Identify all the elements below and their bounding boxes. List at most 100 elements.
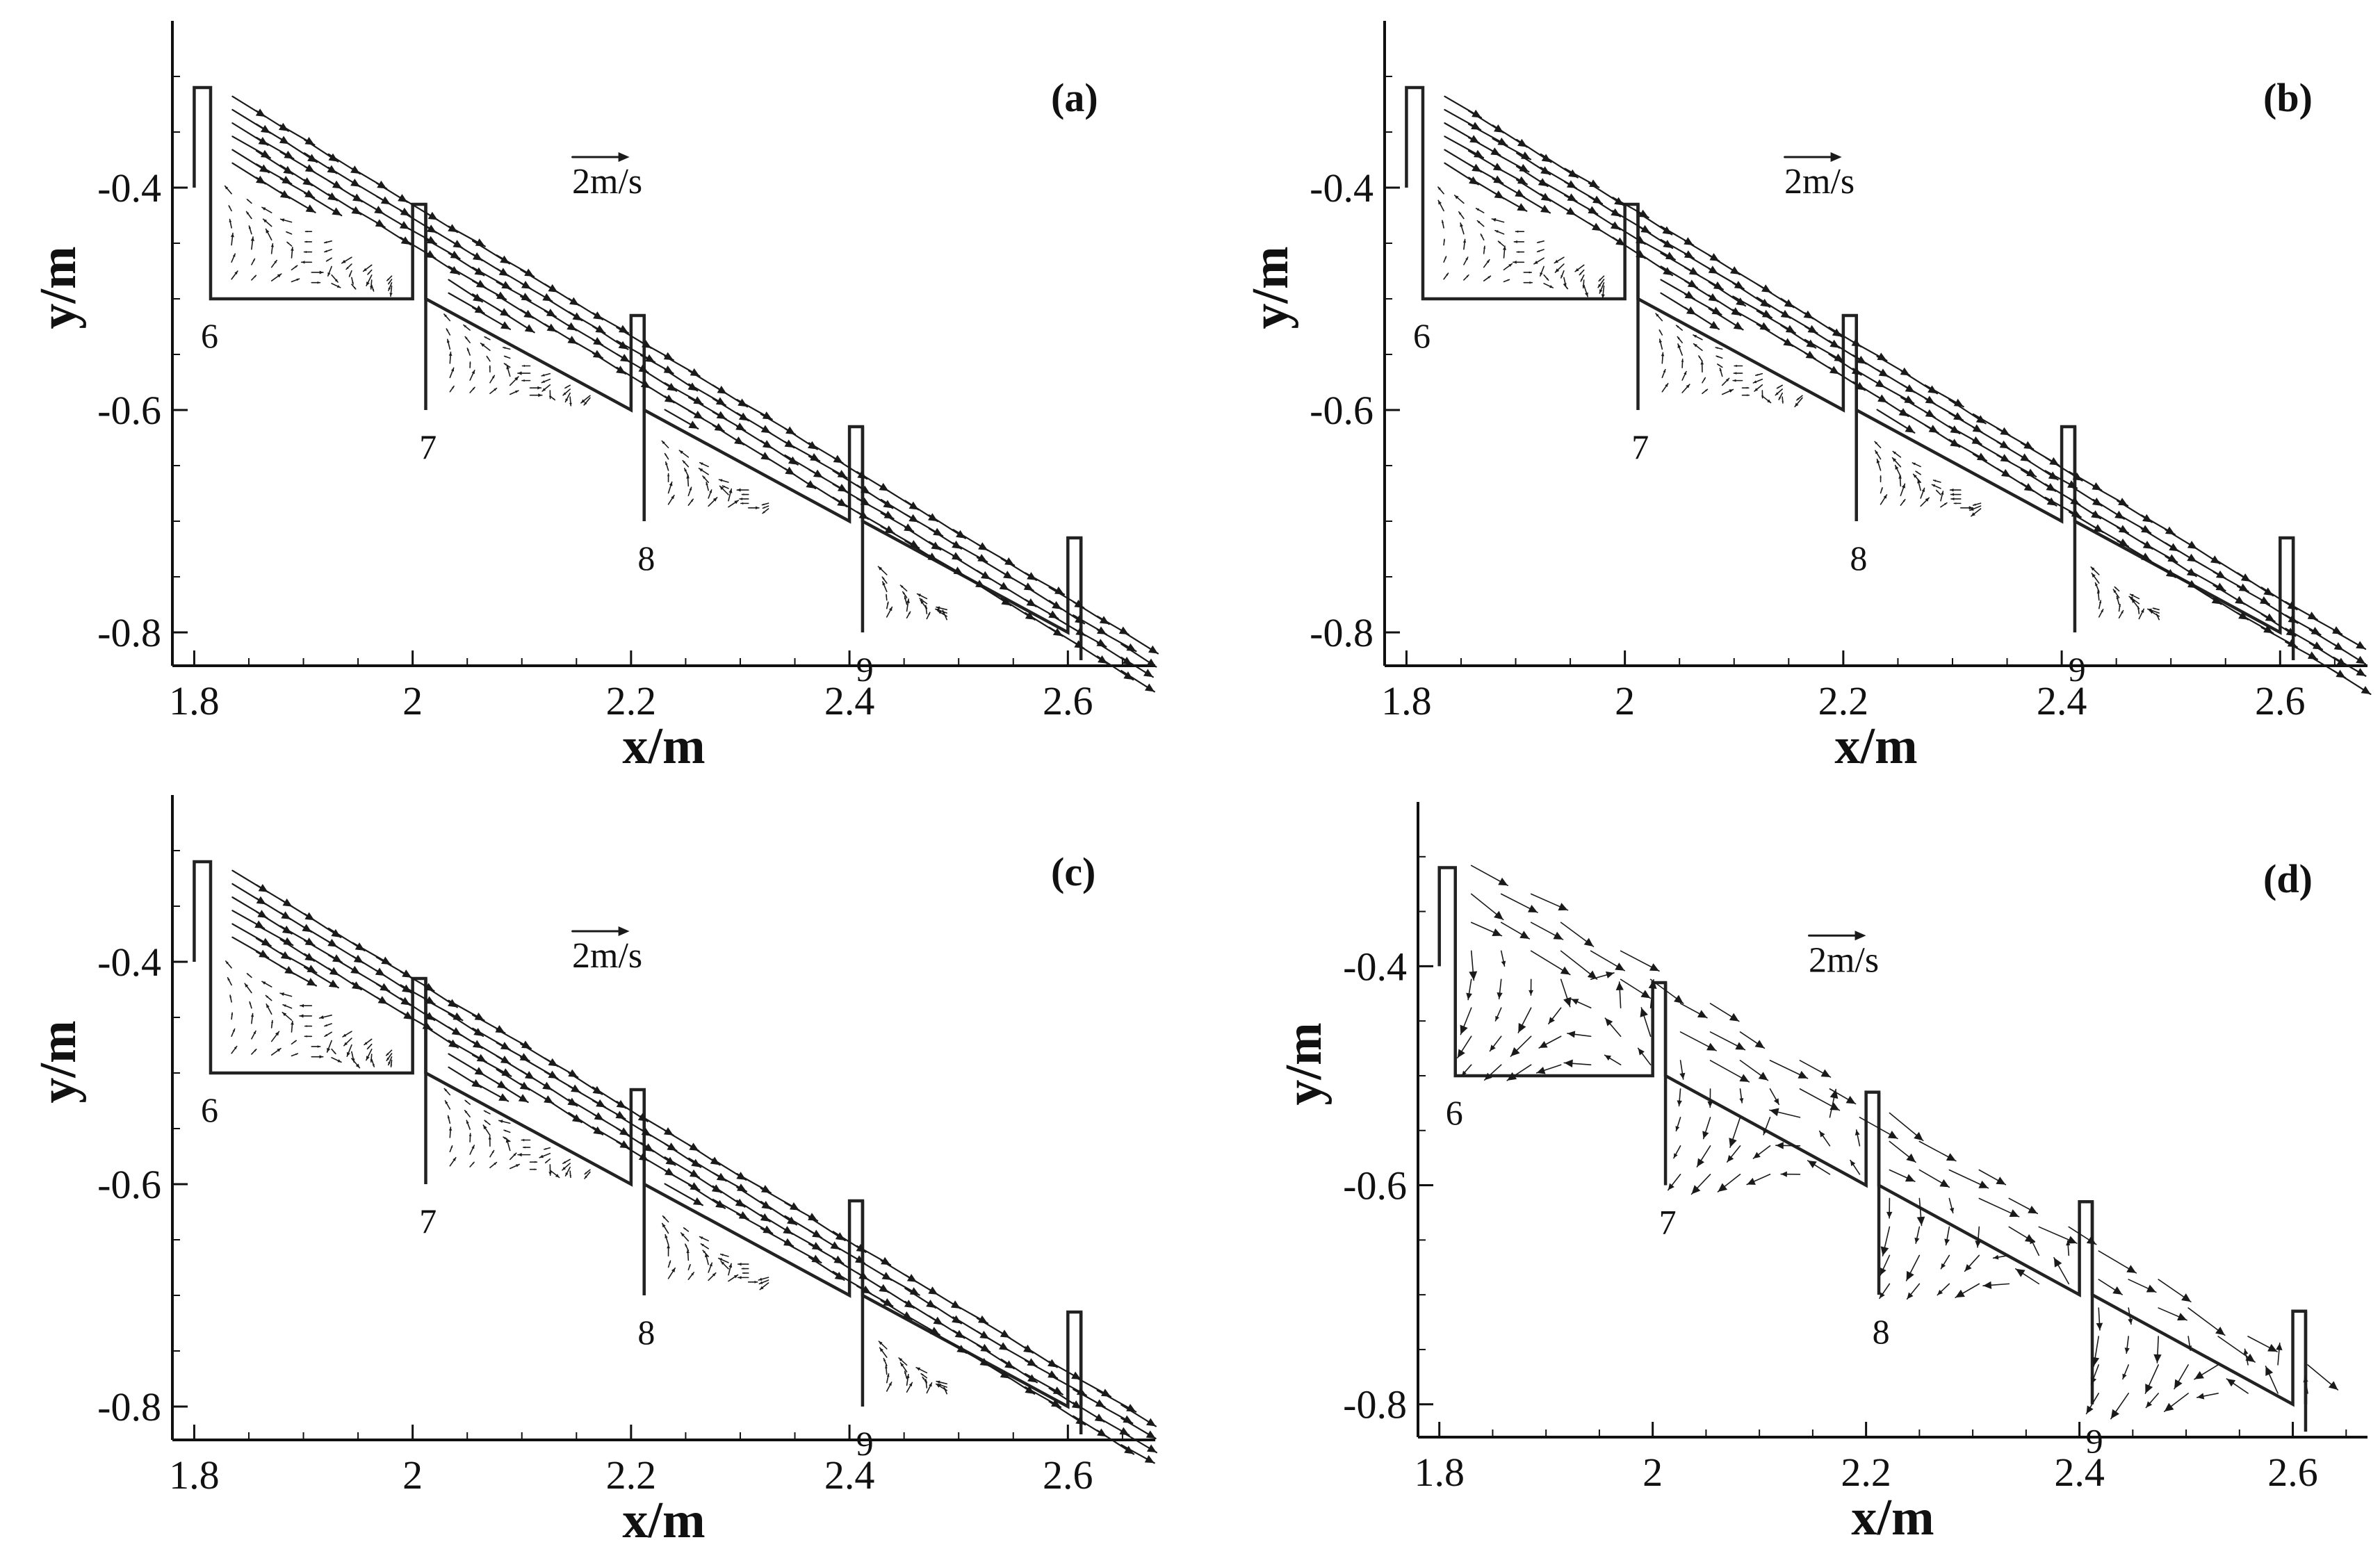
velocity-vector-head xyxy=(500,308,510,316)
velocity-vector-head xyxy=(1553,931,1563,940)
velocity-vector-head xyxy=(496,1080,507,1089)
velocity-vector-head xyxy=(334,279,339,283)
velocity-vector-head xyxy=(1700,361,1704,365)
velocity-vector-head xyxy=(703,1250,706,1254)
velocity-vector-head xyxy=(1707,1101,1713,1108)
velocity-vector-head xyxy=(1876,459,1880,464)
velocity-vector-head xyxy=(1004,557,1015,566)
velocity-vector-head xyxy=(2265,613,2275,622)
velocity-vector-head xyxy=(1494,910,1503,920)
velocity-vector-head xyxy=(326,259,329,261)
velocity-vector-head xyxy=(1718,1183,1728,1192)
velocity-vector-head xyxy=(1769,1108,1779,1117)
velocity-vector-head xyxy=(1916,471,1918,473)
velocity-vector-head xyxy=(938,1384,942,1386)
velocity-vector-head xyxy=(783,1238,794,1247)
velocity-vector-head xyxy=(1674,994,1684,1003)
velocity-vector-head xyxy=(1875,441,1878,445)
velocity-vector-head xyxy=(667,473,670,477)
velocity-vector-head xyxy=(1747,394,1750,397)
velocity-vector-head xyxy=(663,365,674,374)
velocity-vector-head xyxy=(1462,239,1467,243)
velocity-vector-head xyxy=(1658,339,1663,343)
velocity-vector-head xyxy=(1649,963,1659,972)
velocity-vector-head xyxy=(2146,1401,2153,1408)
velocity-vector-head xyxy=(728,489,733,493)
velocity-vector-head xyxy=(254,1049,256,1052)
velocity-vector-head xyxy=(1471,122,1481,130)
velocity-vector-head xyxy=(1472,109,1482,118)
velocity-vector-head xyxy=(1668,1183,1674,1190)
x-tick-label: 2 xyxy=(1643,1450,1663,1495)
velocity-vector-head xyxy=(667,1142,677,1151)
velocity-vector-head xyxy=(483,1125,487,1130)
x-tick-label: 1.8 xyxy=(1381,678,1431,723)
velocity-vector-head xyxy=(1713,281,1723,290)
velocity-vector-head xyxy=(1982,1281,1992,1289)
velocity-vector-head xyxy=(2092,573,2096,577)
step-label-7: 7 xyxy=(419,427,437,466)
velocity-vector-head xyxy=(476,1054,487,1063)
velocity-vector-head xyxy=(259,949,269,958)
velocity-vector-head xyxy=(565,1172,569,1177)
velocity-vector-head xyxy=(760,1286,764,1290)
velocity-vector-head xyxy=(669,482,673,486)
velocity-vector-head xyxy=(2112,1286,2123,1295)
velocity-vector-head xyxy=(524,324,535,333)
velocity-vector-head xyxy=(714,423,724,432)
step-label-9: 9 xyxy=(856,1424,874,1463)
velocity-vector-head xyxy=(1501,960,1506,967)
velocity-vector-head xyxy=(2090,1377,2097,1385)
velocity-vector-head xyxy=(861,1285,872,1294)
velocity-vector-head xyxy=(1807,325,1818,334)
velocity-vector-head xyxy=(1754,388,1758,392)
velocity-vector-head xyxy=(1588,206,1598,214)
velocity-vector-head xyxy=(448,1126,453,1131)
velocity-vector-head xyxy=(295,1053,298,1056)
velocity-vector-head xyxy=(1999,440,2010,449)
velocity-vector-head xyxy=(2177,1313,2187,1321)
velocity-vector-head xyxy=(450,368,455,372)
velocity-vector-head xyxy=(1555,268,1560,272)
velocity-vector-head xyxy=(1971,436,1982,445)
velocity-vector-head xyxy=(2332,626,2342,634)
velocity-vector-head xyxy=(1048,610,1059,618)
velocity-vector-head xyxy=(906,1374,910,1379)
velocity-vector-head xyxy=(1933,480,1937,482)
velocity-vector-head xyxy=(257,910,268,918)
velocity-vector-head xyxy=(1693,343,1697,347)
velocity-vector-head xyxy=(1604,1055,1611,1061)
velocity-vector-head xyxy=(1148,645,1158,654)
velocity-vector-head xyxy=(377,180,387,189)
velocity-vector-head xyxy=(742,1268,744,1270)
x-tick-label: 2.6 xyxy=(1043,1452,1093,1498)
velocity-vector-head xyxy=(1640,224,1651,233)
velocity-vector-head xyxy=(2226,1379,2236,1387)
velocity-vector-head xyxy=(250,1013,254,1017)
velocity-vector-head xyxy=(699,1236,703,1240)
velocity-vector-head xyxy=(1615,981,1624,991)
velocity-vector-head xyxy=(737,488,741,492)
velocity-vector-head xyxy=(1795,402,1799,407)
velocity-vector-head xyxy=(332,207,342,216)
velocity-vector-head xyxy=(471,1145,475,1149)
velocity-vector-head xyxy=(565,398,569,402)
velocity-vector-head xyxy=(879,1341,883,1345)
velocity-vector-head xyxy=(2098,600,2102,604)
velocity-vector-head xyxy=(1537,249,1540,252)
velocity-vector-head xyxy=(2015,1268,2026,1277)
velocity-vector-head xyxy=(301,261,305,264)
velocity-vector-head xyxy=(1498,877,1508,886)
velocity-vector-head xyxy=(1746,386,1749,389)
velocity-vector-head xyxy=(1497,137,1508,146)
velocity-vector-head xyxy=(2356,655,2366,664)
velocity-vector-head xyxy=(1446,273,1449,276)
velocity-vector-head xyxy=(277,1048,282,1052)
velocity-vector-head xyxy=(569,402,572,406)
velocity-vector-head xyxy=(247,199,250,202)
panel-label: (d) xyxy=(2263,856,2313,901)
velocity-vector-head xyxy=(882,577,885,580)
vector-field xyxy=(225,869,1157,1464)
velocity-vector-head xyxy=(2070,496,2080,505)
velocity-vector-head xyxy=(763,507,765,509)
